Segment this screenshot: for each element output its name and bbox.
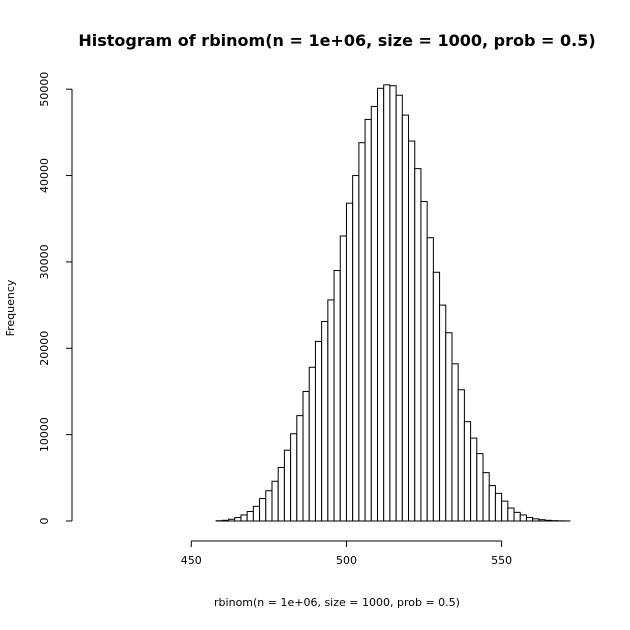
histogram-bar (538, 519, 546, 522)
x-tick-label: 550 (491, 554, 512, 567)
histogram-bar (532, 518, 540, 522)
histogram-bar (519, 514, 527, 522)
histogram-bar (377, 87, 385, 522)
histogram-bar (352, 175, 360, 522)
y-tick-label: 30000 (38, 244, 51, 279)
histogram-bar (252, 505, 261, 522)
y-tick-label: 50000 (38, 72, 51, 107)
histogram-bar (240, 514, 248, 522)
histogram-bar (488, 485, 496, 522)
histogram-bar (525, 517, 534, 522)
histogram-bar (283, 449, 292, 522)
histogram-bar (507, 507, 515, 522)
y-axis-label: Frequency (4, 279, 17, 336)
histogram-bar (401, 114, 410, 522)
histogram-bar (339, 235, 347, 522)
histogram-bar (501, 500, 509, 522)
histogram-bar (389, 85, 397, 522)
histogram-bar (221, 519, 230, 522)
histogram-bar (420, 200, 428, 522)
histogram-bar (358, 142, 366, 522)
histogram-bar (395, 94, 403, 522)
y-axis: 0 10000 20000 30000 40000 50000 (38, 72, 73, 525)
histogram-bar (408, 140, 416, 522)
histogram-bar (327, 299, 335, 522)
histogram-bar (228, 518, 236, 522)
histogram-bar (432, 271, 441, 522)
histogram-bar (345, 202, 354, 522)
histogram-bar (265, 490, 273, 522)
histogram-bar (302, 390, 310, 522)
histogram-bar (451, 363, 459, 522)
x-tick-label: 500 (336, 554, 357, 567)
histogram-bar (463, 421, 472, 522)
y-tick-label: 0 (38, 518, 51, 525)
histogram-bars (215, 84, 571, 522)
histogram-bar (414, 168, 422, 522)
histogram-bar (457, 389, 465, 522)
histogram-bar (333, 270, 341, 522)
y-tick-label: 40000 (38, 158, 51, 193)
x-tick-label: 450 (181, 554, 202, 567)
histogram-bar (364, 118, 372, 522)
chart-title: Histogram of rbinom(n = 1e+06, size = 10… (78, 31, 595, 50)
histogram-bar (513, 511, 521, 522)
histogram-bar (271, 480, 279, 522)
histogram-bar (482, 472, 490, 522)
histogram-bar (321, 321, 329, 522)
x-axis-label: rbinom(n = 1e+06, size = 1000, prob = 0.… (214, 596, 460, 609)
histogram-bar (370, 105, 379, 522)
histogram-bar (246, 511, 254, 522)
histogram-bar (314, 340, 323, 522)
y-tick-label: 10000 (38, 417, 51, 452)
histogram-bar (426, 237, 434, 522)
histogram-bar (277, 466, 285, 522)
histogram-bar (234, 517, 242, 522)
histogram-bar (259, 498, 267, 522)
histogram-bar (439, 304, 447, 522)
histogram-bar (296, 415, 304, 522)
histogram-bar (308, 366, 316, 522)
histogram-bar (544, 519, 552, 522)
histogram-bar (290, 433, 298, 522)
histogram-bar (476, 453, 484, 522)
y-tick-label: 20000 (38, 331, 51, 366)
x-axis: 450 500 550 (181, 540, 512, 567)
histogram-bar (470, 437, 478, 522)
histogram-bar (494, 492, 503, 522)
histogram-bar (383, 84, 391, 522)
histogram-bar (445, 332, 453, 522)
